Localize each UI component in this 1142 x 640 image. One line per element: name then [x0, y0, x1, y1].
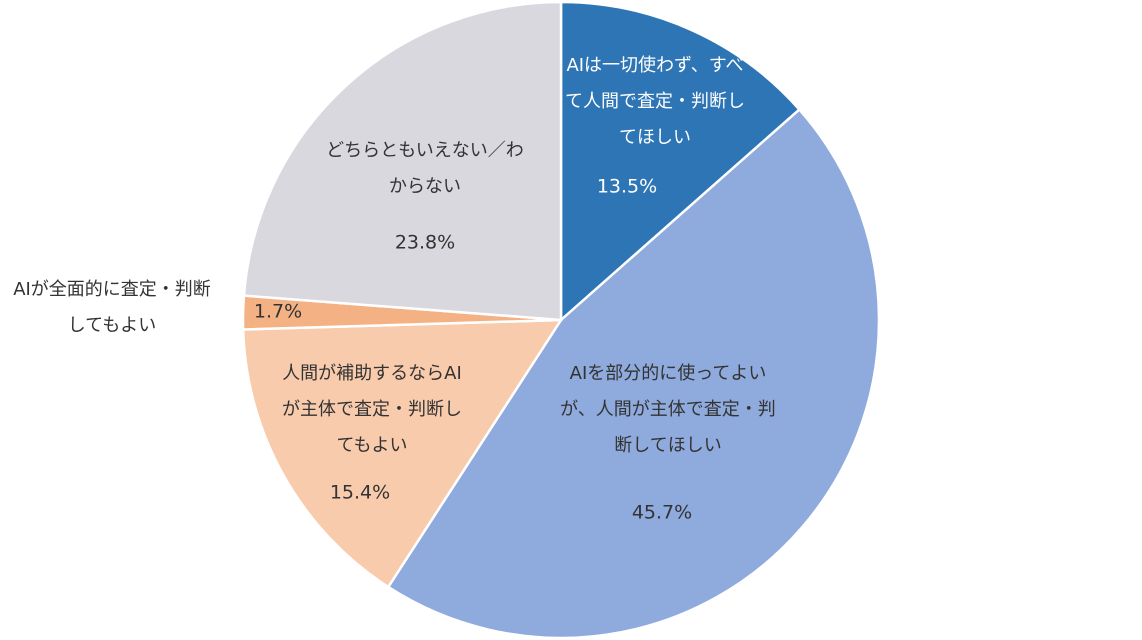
value-label: 23.8%	[395, 232, 455, 254]
slice-label: 人間が補助するならAIが主体で査定・判断してもよい	[282, 363, 462, 456]
value-label: 15.4%	[330, 482, 390, 504]
slice-label: どちらともいえない／わからない	[326, 140, 524, 197]
slice-label: AIは一切使わず、すべて人間で査定・判断してほしい	[565, 55, 745, 148]
slice-label-box: AIは一切使わず、すべて人間で査定・判断してほしい	[565, 55, 745, 148]
pie-slice	[386, 107, 881, 640]
pie-slice	[559, 0, 802, 323]
slice-label: AIを部分的に使ってよいが、人間が主体で査定・判断してほしい	[560, 363, 776, 456]
pie-slice	[241, 318, 564, 589]
value-label: 13.5%	[597, 176, 657, 198]
value-label: 45.7%	[632, 502, 692, 524]
pie-slice	[242, 0, 563, 322]
slice-label-box: AIを部分的に使ってよいが、人間が主体で査定・判断してほしい	[560, 363, 776, 456]
slice-label-box: AIが全面的に査定・判断してもよい	[13, 279, 211, 336]
slice-label-box: どちらともいえない／わからない	[326, 140, 524, 197]
slice-label: AIが全面的に査定・判断してもよい	[13, 279, 211, 336]
value-label: 1.7%	[254, 301, 302, 323]
slice-label-box: 人間が補助するならAIが主体で査定・判断してもよい	[282, 363, 462, 456]
